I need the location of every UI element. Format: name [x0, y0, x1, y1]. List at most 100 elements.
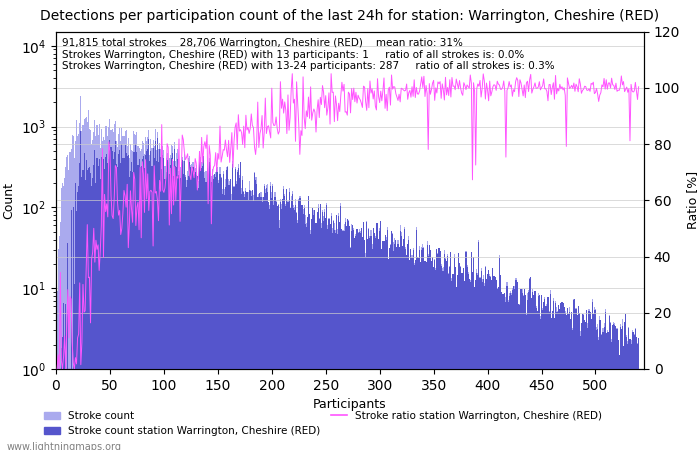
Bar [266, 188, 267, 450]
Bar [300, 198, 302, 450]
Bar [198, 188, 199, 450]
Bar [592, 302, 593, 450]
Bar [364, 240, 365, 450]
Bar [168, 162, 169, 450]
Bar [172, 153, 173, 450]
Bar [378, 239, 379, 450]
Bar [320, 204, 321, 450]
Bar [310, 230, 312, 450]
Bar [498, 287, 499, 450]
Bar [203, 156, 204, 450]
Bar [201, 162, 202, 450]
Bar [392, 234, 393, 450]
Bar [88, 168, 89, 450]
Bar [522, 288, 523, 450]
Bar [77, 136, 78, 450]
Bar [377, 223, 378, 450]
Bar [205, 181, 206, 450]
Bar [257, 197, 258, 450]
Bar [508, 302, 509, 450]
Bar [526, 313, 527, 450]
Bar [368, 229, 370, 450]
Bar [216, 167, 217, 450]
Bar [288, 192, 290, 450]
Bar [627, 341, 629, 450]
Bar [268, 202, 269, 450]
Bar [482, 279, 483, 450]
Bar [117, 166, 118, 450]
Bar [149, 155, 150, 450]
Bar [431, 261, 432, 450]
Bar [478, 240, 480, 450]
Bar [527, 300, 528, 450]
Bar [326, 205, 328, 450]
Bar [150, 152, 151, 450]
Bar [225, 187, 226, 450]
Bar [543, 302, 544, 450]
Bar [160, 149, 161, 450]
Bar [212, 176, 213, 450]
Bar [310, 234, 312, 450]
Bar [491, 280, 492, 450]
Bar [57, 249, 59, 450]
Bar [90, 130, 91, 450]
Bar [103, 159, 104, 450]
Bar [125, 130, 127, 450]
Bar [102, 141, 103, 450]
Bar [172, 147, 173, 450]
Bar [254, 172, 255, 450]
Bar [320, 204, 321, 450]
Bar [93, 165, 95, 450]
Bar [127, 138, 129, 450]
Bar [585, 322, 587, 450]
Bar [395, 240, 396, 450]
Bar [107, 136, 108, 450]
Bar [510, 292, 511, 450]
Bar [422, 248, 423, 450]
Bar [448, 274, 449, 450]
Bar [407, 244, 408, 450]
Bar [436, 248, 438, 450]
Bar [619, 356, 620, 450]
Bar [122, 136, 123, 450]
Bar [171, 158, 172, 450]
Bar [349, 225, 350, 450]
Bar [563, 302, 564, 450]
Bar [474, 287, 475, 450]
Bar [419, 250, 420, 450]
Bar [208, 176, 209, 450]
Bar [155, 129, 156, 450]
Bar [351, 224, 352, 450]
Bar [466, 267, 468, 450]
Bar [459, 263, 460, 450]
Bar [111, 151, 113, 450]
Bar [376, 223, 377, 450]
Bar [577, 315, 578, 450]
Bar [634, 335, 635, 450]
Bar [204, 178, 205, 450]
Bar [106, 126, 107, 450]
Bar [141, 166, 142, 450]
Bar [392, 233, 393, 450]
Bar [228, 179, 229, 450]
Bar [170, 165, 171, 450]
Bar [418, 258, 419, 450]
Bar [106, 154, 107, 450]
Bar [382, 241, 384, 450]
Bar [81, 177, 83, 450]
Bar [454, 254, 455, 450]
Bar [227, 166, 228, 450]
Bar [139, 151, 141, 450]
Bar [342, 231, 344, 450]
Bar [544, 297, 545, 450]
Bar [264, 184, 265, 450]
Bar [102, 169, 103, 450]
Bar [447, 256, 448, 450]
Bar [178, 175, 179, 450]
Bar [491, 280, 492, 450]
Bar [529, 279, 530, 450]
Bar [613, 322, 615, 450]
Bar [495, 277, 496, 450]
Bar [162, 155, 163, 450]
Bar [489, 276, 490, 450]
